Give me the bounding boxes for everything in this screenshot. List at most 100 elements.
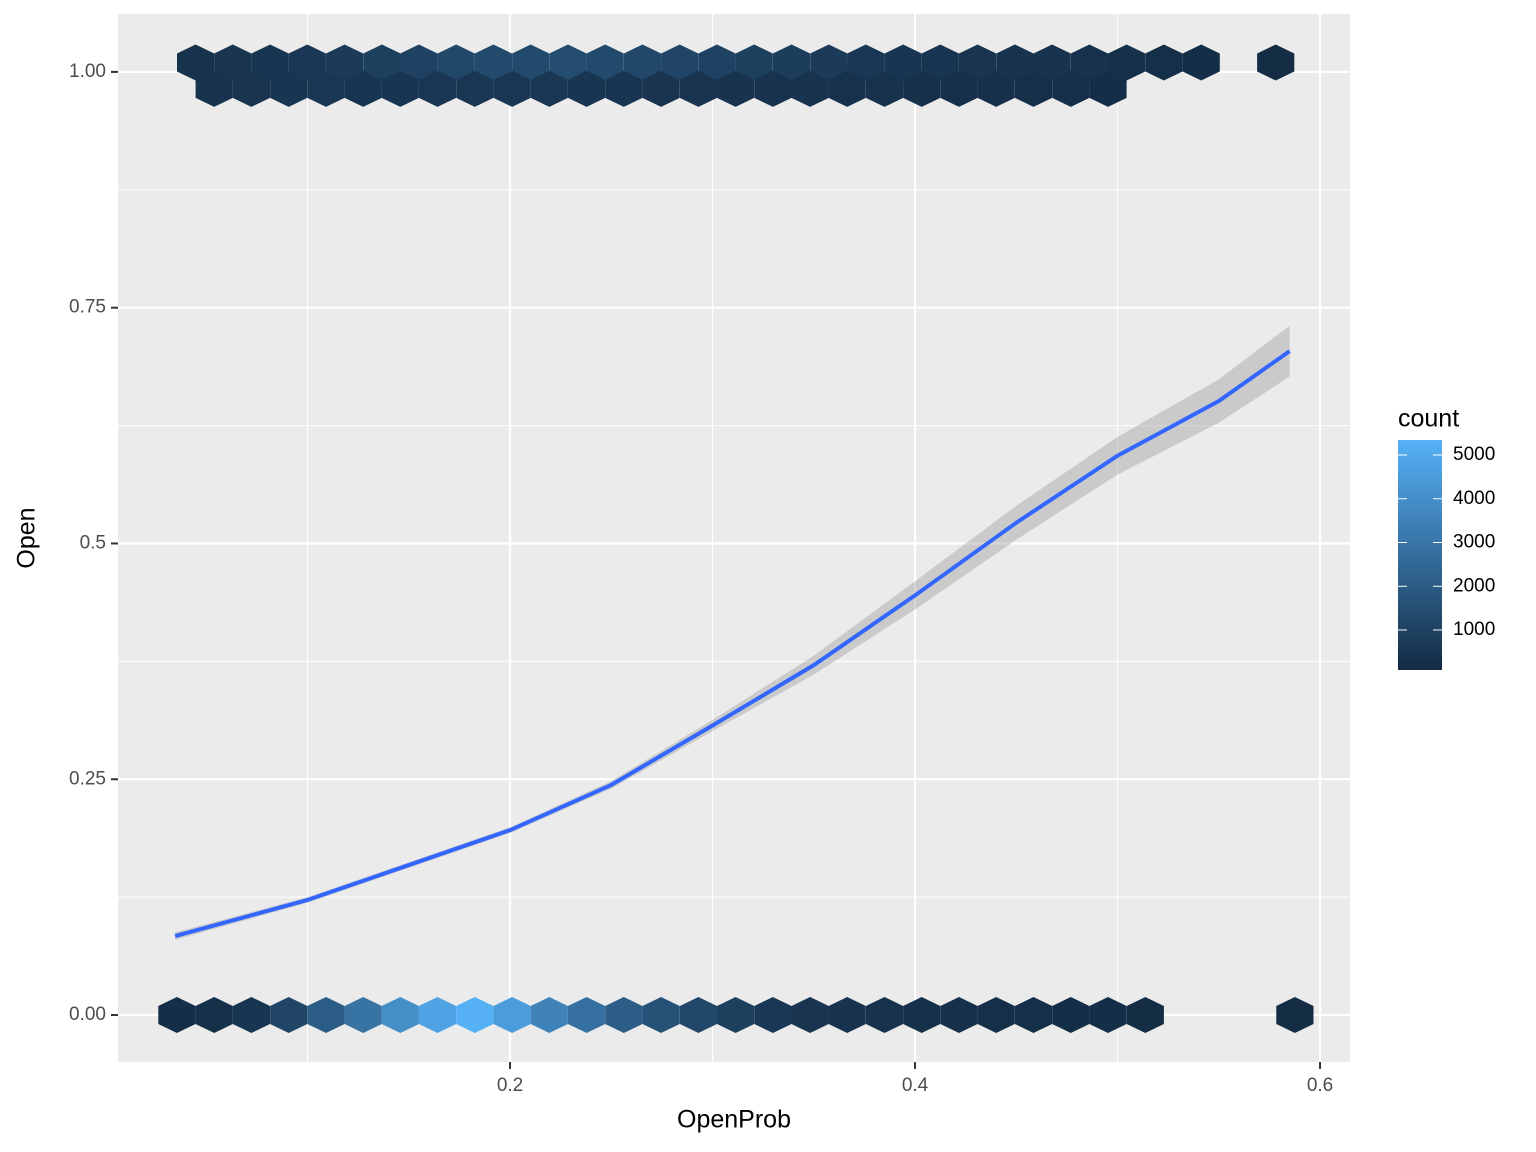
hexbin bbox=[791, 997, 829, 1033]
y-tick-label: 0.5 bbox=[80, 532, 106, 553]
hexbin bbox=[344, 997, 382, 1033]
hexbin bbox=[940, 70, 978, 107]
hexbin bbox=[232, 70, 270, 107]
y-tick-label: 0.75 bbox=[69, 297, 106, 318]
hexbin bbox=[754, 997, 792, 1033]
hexbin bbox=[828, 997, 866, 1033]
hexbin bbox=[381, 70, 419, 107]
hexbin bbox=[344, 70, 382, 107]
hexbin bbox=[418, 70, 457, 107]
y-axis-title: Open bbox=[13, 507, 41, 568]
hexbin bbox=[1014, 997, 1053, 1033]
hexbin bbox=[1257, 44, 1295, 81]
hexbin bbox=[791, 70, 829, 107]
hexbin bbox=[735, 44, 773, 81]
y-tick-label: 1.00 bbox=[69, 61, 106, 82]
hexbin bbox=[568, 70, 606, 107]
hexbin bbox=[642, 70, 680, 107]
colorbar-label: 5000 bbox=[1453, 444, 1495, 465]
x-tick-label: 0.2 bbox=[497, 1075, 523, 1096]
hexbin bbox=[679, 70, 717, 107]
hexbin bbox=[512, 44, 550, 81]
hexbin bbox=[1033, 44, 1071, 81]
x-axis-title: OpenProb bbox=[677, 1106, 791, 1134]
hexbin bbox=[772, 44, 811, 81]
hexbin bbox=[530, 70, 568, 107]
hexbin bbox=[884, 44, 922, 81]
hexbin bbox=[921, 44, 959, 81]
colorbar-label: 3000 bbox=[1453, 532, 1495, 553]
hexbin bbox=[232, 997, 270, 1033]
hexbin bbox=[456, 70, 494, 107]
hexbin bbox=[828, 70, 866, 107]
hexbin bbox=[717, 70, 755, 107]
hexbin bbox=[1014, 70, 1053, 107]
hexbin bbox=[456, 997, 494, 1033]
hexbin bbox=[530, 997, 568, 1033]
panel bbox=[118, 14, 1350, 1062]
hexbin bbox=[158, 997, 196, 1033]
hexbin bbox=[195, 997, 233, 1033]
hexbin bbox=[977, 997, 1015, 1033]
hexbin bbox=[1089, 70, 1127, 107]
hexbin bbox=[810, 44, 848, 81]
smooth-line bbox=[174, 349, 1291, 939]
hexbin bbox=[903, 997, 941, 1033]
hexbin bbox=[549, 44, 587, 81]
hexbin bbox=[288, 44, 326, 81]
colorbar bbox=[1398, 440, 1442, 670]
hexbin bbox=[307, 70, 345, 107]
hexbin bbox=[493, 997, 531, 1033]
hexbin bbox=[940, 997, 978, 1033]
hexbin bbox=[363, 44, 401, 81]
hexbin bbox=[1108, 44, 1146, 81]
hexbin bbox=[1070, 44, 1108, 81]
legend-title: count bbox=[1398, 405, 1459, 433]
hexbin bbox=[717, 997, 755, 1033]
hexbin bbox=[586, 44, 624, 81]
hexbin bbox=[1145, 44, 1183, 81]
hexbin bbox=[381, 997, 419, 1033]
hexbin bbox=[698, 44, 736, 81]
x-tick-label: 0.6 bbox=[1307, 1075, 1333, 1096]
hexbin bbox=[195, 70, 233, 107]
hexbin bbox=[214, 44, 252, 81]
hexbin bbox=[642, 997, 680, 1033]
hexbin bbox=[1182, 44, 1220, 81]
hexbin bbox=[1089, 997, 1127, 1033]
hexbin bbox=[959, 44, 997, 81]
hexbin bbox=[474, 44, 512, 81]
hexbin bbox=[270, 70, 308, 107]
hexbin bbox=[326, 44, 364, 81]
hexbin bbox=[493, 70, 531, 107]
colorbar-label: 2000 bbox=[1453, 575, 1495, 596]
hexbin bbox=[661, 44, 699, 81]
hexbin bbox=[1126, 997, 1164, 1033]
hexbin bbox=[568, 997, 606, 1033]
hexbin bbox=[605, 70, 643, 107]
hexbin bbox=[177, 44, 215, 81]
y-tick-label: 0.00 bbox=[69, 1004, 106, 1025]
hexbin bbox=[996, 44, 1034, 81]
hexbin bbox=[270, 997, 308, 1033]
hexbin bbox=[977, 70, 1015, 107]
hexbin bbox=[418, 997, 457, 1033]
hexbin bbox=[1052, 997, 1090, 1033]
hexbin bbox=[847, 44, 885, 81]
hexbin bbox=[605, 997, 643, 1033]
colorbar-label: 4000 bbox=[1453, 488, 1495, 509]
hexbin bbox=[400, 44, 438, 81]
hexbin bbox=[1052, 70, 1090, 107]
y-tick-label: 0.25 bbox=[69, 768, 106, 789]
hexbin bbox=[679, 997, 717, 1033]
hexbin bbox=[1276, 997, 1314, 1033]
hexbin bbox=[865, 70, 904, 107]
hexbin bbox=[754, 70, 792, 107]
hexbin bbox=[437, 44, 475, 81]
colorbar-label: 1000 bbox=[1453, 619, 1495, 640]
hexbin bbox=[623, 44, 662, 81]
hexbin bbox=[903, 70, 941, 107]
hexbin bbox=[865, 997, 904, 1033]
hexbin bbox=[307, 997, 345, 1033]
